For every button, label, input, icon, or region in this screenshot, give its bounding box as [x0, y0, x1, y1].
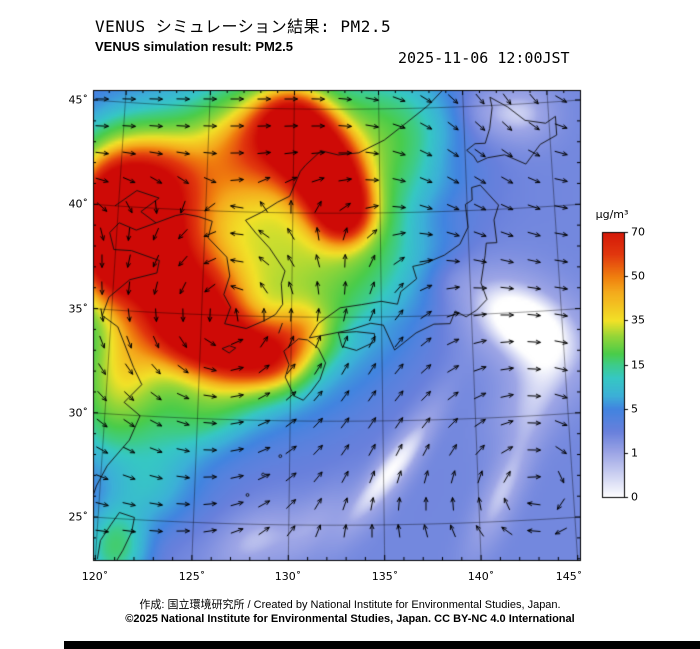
- license-line: ©2025 National Institute for Environment…: [125, 613, 575, 625]
- lon-tick-label: 120˚: [81, 570, 109, 583]
- lon-tick-label: 145˚: [555, 570, 583, 583]
- colorbar-tick-label: 5: [631, 402, 638, 416]
- colorbar-tick-label: 35: [631, 313, 645, 327]
- colorbar-tick-label: 50: [631, 269, 645, 283]
- lat-tick-label: 40˚: [68, 197, 89, 211]
- colorbar-tick-label: 15: [631, 358, 645, 371]
- lon-tick-label: 130˚: [274, 570, 302, 583]
- colorbar-tick-label: 0: [631, 490, 638, 504]
- colorbar-unit-label: µg/m³: [595, 208, 629, 221]
- timestamp-label: 2025-11-06 12:00JST: [398, 49, 570, 67]
- lon-tick-label: 135˚: [371, 570, 399, 583]
- lat-tick-label: 30˚: [68, 406, 89, 420]
- credit-line: 作成: 国立環境研究所 / Created by National Instit…: [139, 599, 561, 611]
- lat-tick-label: 25˚: [68, 510, 89, 524]
- lat-tick-label: 45˚: [68, 93, 89, 107]
- lat-tick-label: 35˚: [68, 302, 89, 316]
- bottom-black-bar: [64, 641, 700, 649]
- colorbar-tick-label: 70: [631, 225, 645, 239]
- page-title-japanese: VENUS シミュレーション結果: PM2.5: [95, 17, 392, 36]
- lon-tick-label: 125˚: [178, 570, 206, 583]
- page-title-english: VENUS simulation result: PM2.5: [95, 39, 293, 54]
- lon-tick-label: 140˚: [467, 570, 495, 583]
- colorbar-tick-label: 1: [631, 446, 638, 460]
